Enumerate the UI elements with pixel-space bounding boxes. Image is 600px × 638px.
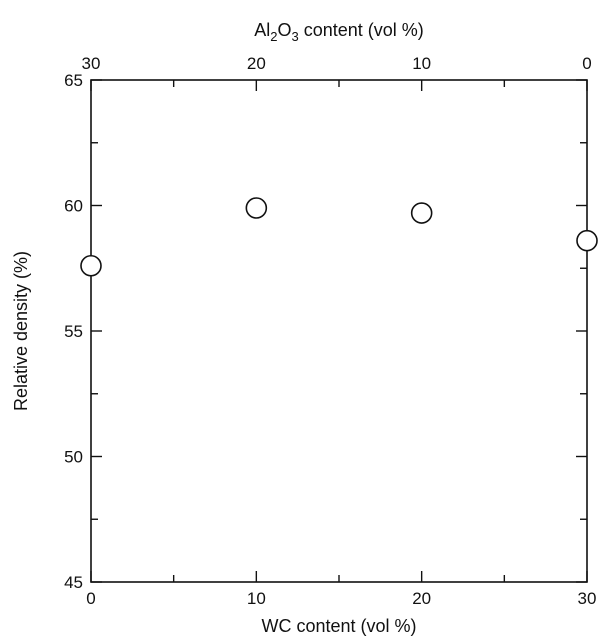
x2-tick-label: 0: [582, 54, 591, 73]
data-point: [245, 197, 268, 219]
y-tick-label: 45: [64, 573, 83, 592]
top-axis-label: Al2O3 content (vol %): [254, 20, 424, 44]
data-point: [410, 202, 433, 224]
axis-ticks: [90, 79, 588, 583]
x2-tick-label: 10: [412, 54, 431, 73]
plot-frame: [90, 79, 588, 583]
y-tick-label: 60: [64, 197, 83, 216]
y-tick-label: 55: [64, 322, 83, 341]
data-point: [80, 254, 102, 277]
data-point: [576, 229, 598, 252]
x2-tick-label: 20: [247, 54, 266, 73]
y-axis-label: Relative density (%): [11, 251, 31, 411]
y-tick-label: 65: [64, 71, 83, 90]
x-tick-label: 10: [247, 589, 266, 608]
x2-tick-label: 30: [82, 54, 101, 73]
x-tick-label: 20: [412, 589, 431, 608]
x-axis-label: WC content (vol %): [261, 616, 416, 636]
x-tick-label: 30: [578, 589, 597, 608]
x-tick-label: 0: [86, 589, 95, 608]
y-tick-label: 50: [64, 448, 83, 467]
data-points: [80, 197, 598, 277]
